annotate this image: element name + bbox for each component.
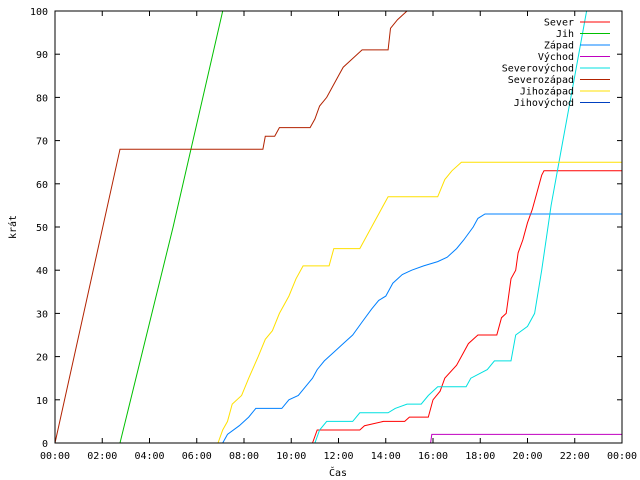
y-tick-label: 10 (36, 396, 48, 407)
x-tick-label: 06:00 (182, 451, 212, 462)
legend-label: Jihovýchod (514, 97, 574, 109)
x-tick-label: 22:00 (560, 451, 590, 462)
series-line-1 (312, 170, 622, 443)
y-tick-label: 90 (36, 50, 48, 61)
x-tick-label: 08:00 (229, 451, 259, 462)
series-line-2 (119, 11, 224, 443)
legend-label: Jihozápad (520, 86, 574, 98)
x-tick-label: 12:00 (323, 451, 353, 462)
y-tick-label: 70 (36, 137, 48, 148)
series-line-4 (430, 433, 622, 443)
x-tick-label: 02:00 (87, 451, 117, 462)
legend-label: Východ (538, 51, 574, 63)
y-tick-label: 80 (36, 93, 48, 104)
legend: SeverJihZápadVýchodSeverovýchodSeverozáp… (502, 18, 610, 109)
plot-series (55, 11, 622, 443)
y-axis-ticks: 0 10 20 30 40 50 60 70 80 90 100 (30, 7, 622, 450)
series-line-3 (222, 213, 622, 443)
x-tick-label: 00:00 (40, 451, 70, 462)
x-tick-label: 18:00 (465, 451, 495, 462)
x-tick-label: 04:00 (134, 451, 164, 462)
y-tick-label: 20 (36, 353, 48, 364)
x-axis-title: Čas (329, 466, 347, 479)
y-axis-title: krát (7, 215, 19, 239)
series-line-5 (314, 11, 588, 443)
legend-label: Severovýchod (502, 63, 574, 75)
x-tick-label: 00:00 (607, 451, 637, 462)
x-tick-label: 10:00 (276, 451, 306, 462)
series-line-7 (217, 161, 622, 443)
y-tick-label: 50 (36, 223, 48, 234)
y-tick-label: 0 (42, 439, 48, 450)
x-axis-ticks: 00:00 02:00 04:00 06:00 08:00 10:00 12:00 14:00… (40, 11, 637, 462)
x-tick-label: 14:00 (371, 451, 401, 462)
y-tick-label: 60 (36, 180, 48, 191)
y-tick-label: 40 (36, 266, 48, 277)
y-tick-label: 100 (30, 7, 48, 18)
series-line-6 (55, 11, 408, 443)
legend-label: Sever (544, 18, 574, 29)
legend-label: Jih (556, 29, 574, 40)
x-tick-label: 20:00 (512, 451, 542, 462)
y-tick-label: 30 (36, 309, 48, 320)
legend-label: Severozápad (508, 74, 574, 86)
x-tick-label: 16:00 (418, 451, 448, 462)
legend-label: Západ (544, 40, 574, 52)
